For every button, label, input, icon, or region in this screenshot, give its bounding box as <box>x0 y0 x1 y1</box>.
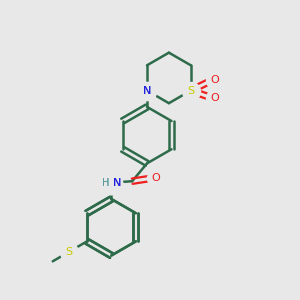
Text: N: N <box>143 85 151 96</box>
Text: H: H <box>102 178 110 188</box>
Text: S: S <box>187 85 194 96</box>
Text: H: H <box>102 178 110 188</box>
Text: N: N <box>143 85 151 96</box>
Text: N: N <box>112 178 121 188</box>
Text: O: O <box>211 75 220 85</box>
Text: S: S <box>65 247 73 257</box>
Text: O: O <box>211 93 220 103</box>
Text: N: N <box>112 178 121 188</box>
Text: O: O <box>152 173 160 183</box>
